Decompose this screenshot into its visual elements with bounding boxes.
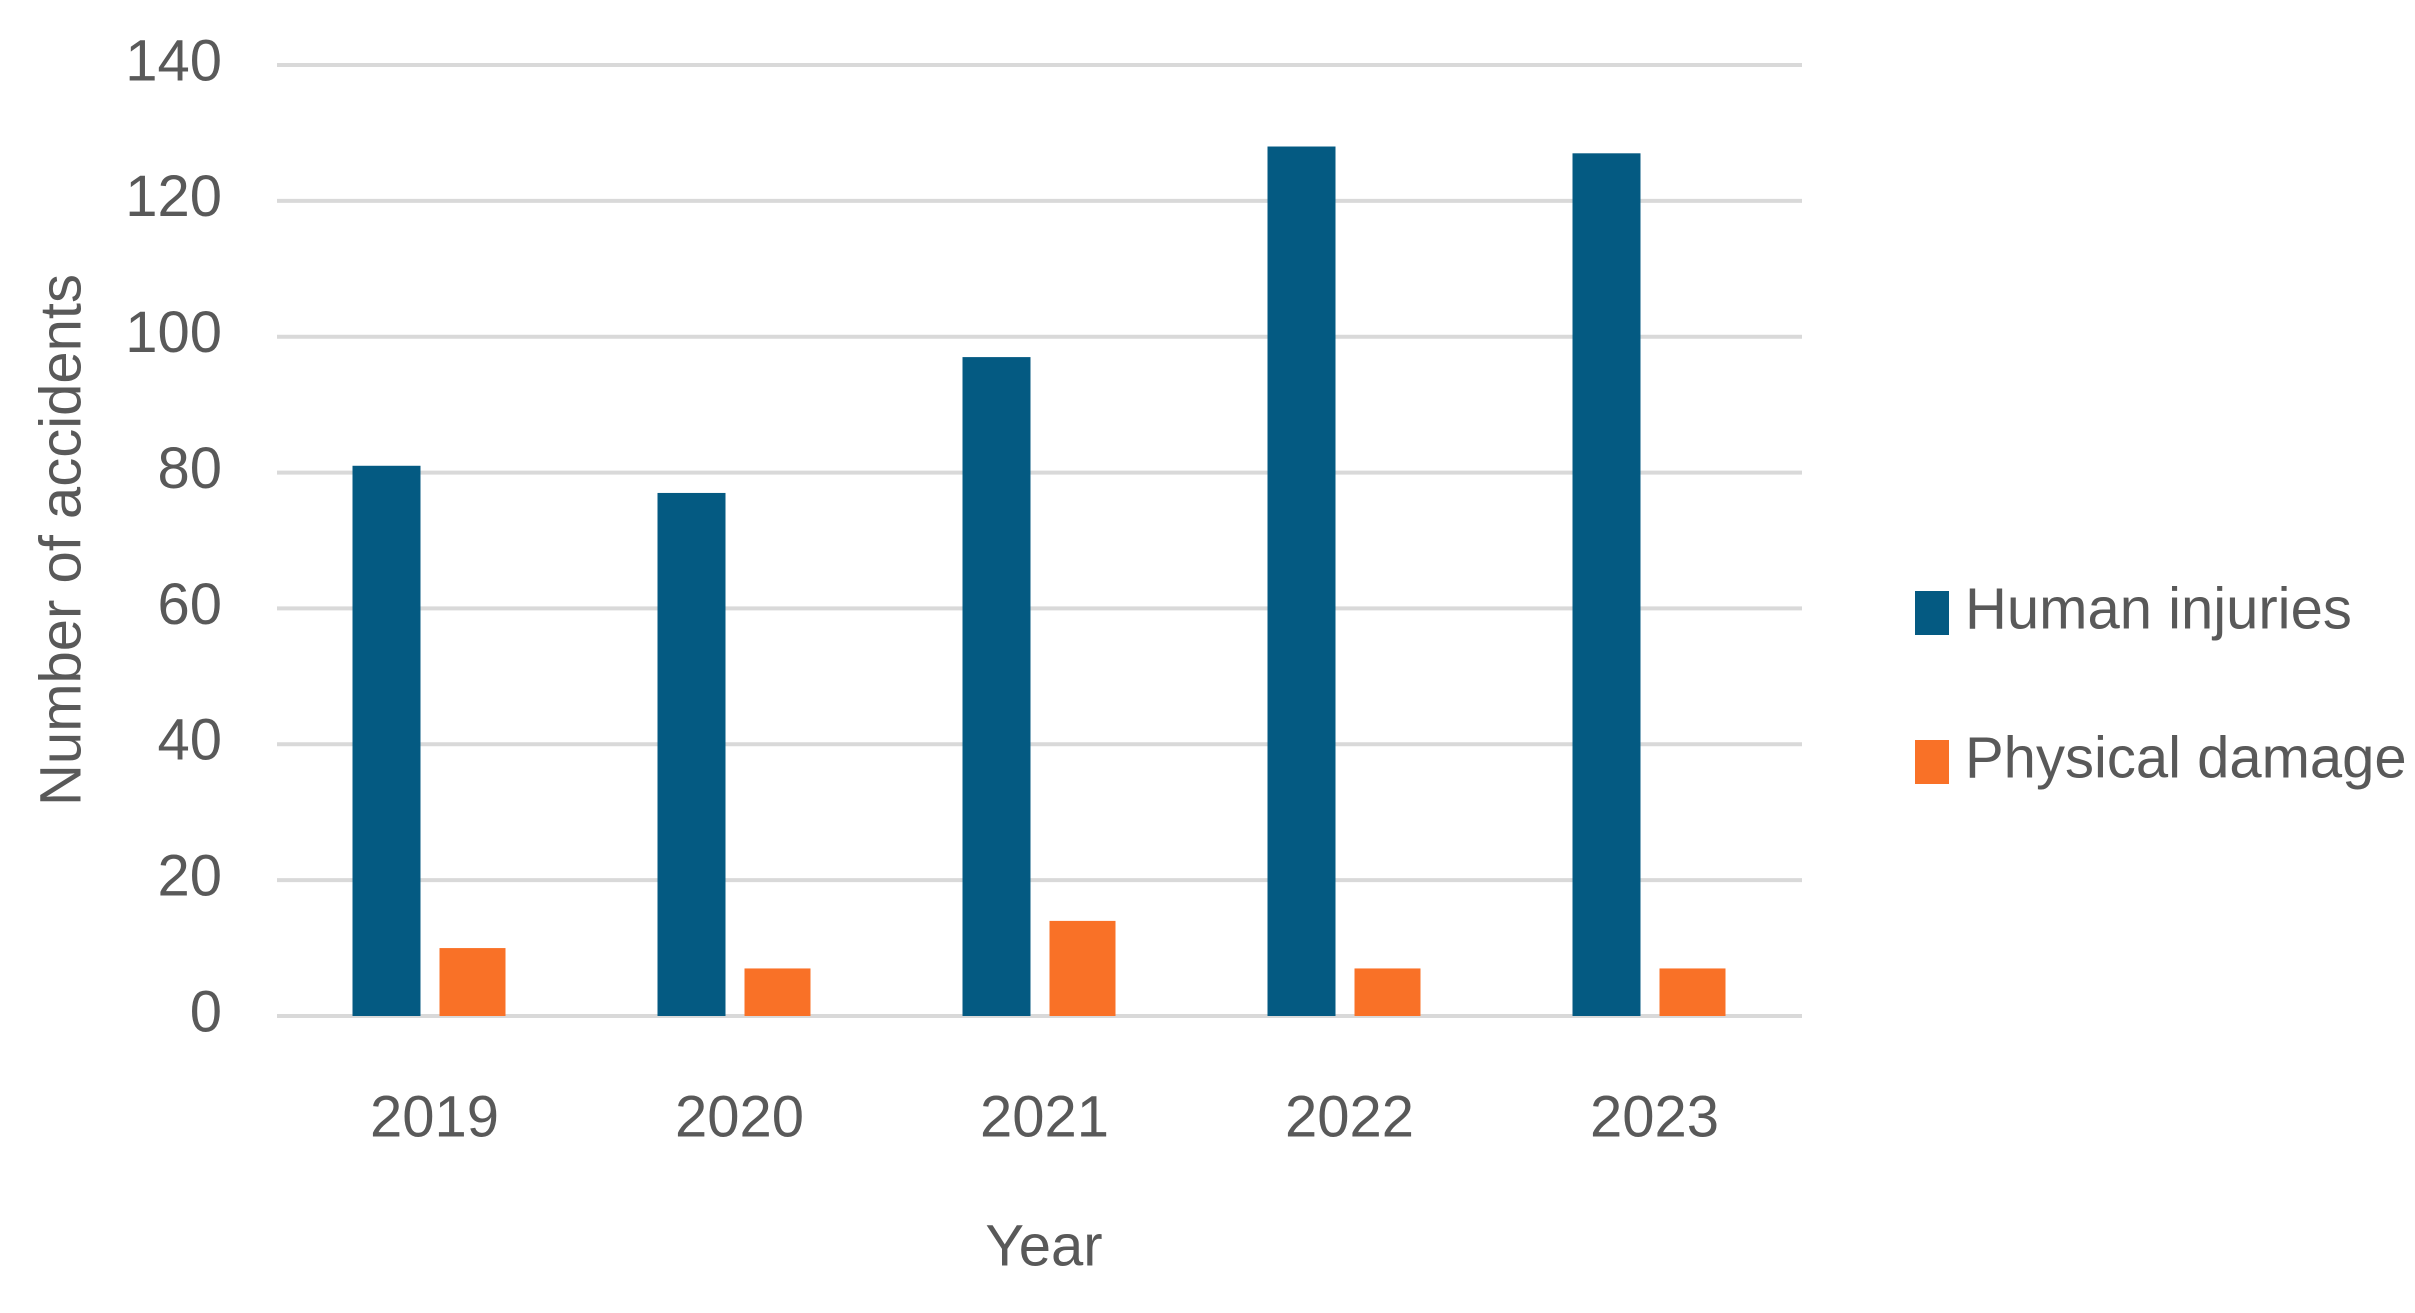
x-axis-title: Year: [985, 1213, 1102, 1278]
bar: [1354, 968, 1421, 1016]
x-tick-label: 2023: [1590, 1084, 1719, 1149]
y-tick-label: 80: [157, 436, 222, 501]
legend-swatch: [1915, 591, 1949, 635]
y-tick-label: 60: [157, 572, 222, 637]
bar: [1049, 920, 1116, 1016]
y-tick-label: 100: [125, 300, 222, 365]
x-tick-label: 2022: [1285, 1084, 1414, 1149]
y-tick-label: 0: [190, 979, 222, 1044]
x-tick-label: 2021: [980, 1084, 1109, 1149]
y-axis-title: Number of accidents: [28, 274, 93, 806]
x-tick-label: 2020: [675, 1084, 804, 1149]
bar: [1267, 146, 1336, 1016]
bar: [657, 492, 726, 1016]
bar: [744, 968, 811, 1016]
y-tick-label: 20: [157, 843, 222, 908]
y-tick-label: 40: [157, 708, 222, 773]
x-tick-label: 2019: [370, 1084, 499, 1149]
bar: [1659, 968, 1726, 1016]
bar: [962, 357, 1031, 1016]
legend-swatch: [1915, 740, 1949, 784]
y-tick-label: 120: [125, 164, 222, 229]
y-tick-label: 140: [125, 28, 222, 93]
legend-label: Human injuries: [1965, 576, 2352, 641]
bar: [439, 948, 506, 1016]
legend-label: Physical damage: [1965, 725, 2407, 790]
bar: [1572, 153, 1641, 1017]
bar: [352, 465, 421, 1016]
